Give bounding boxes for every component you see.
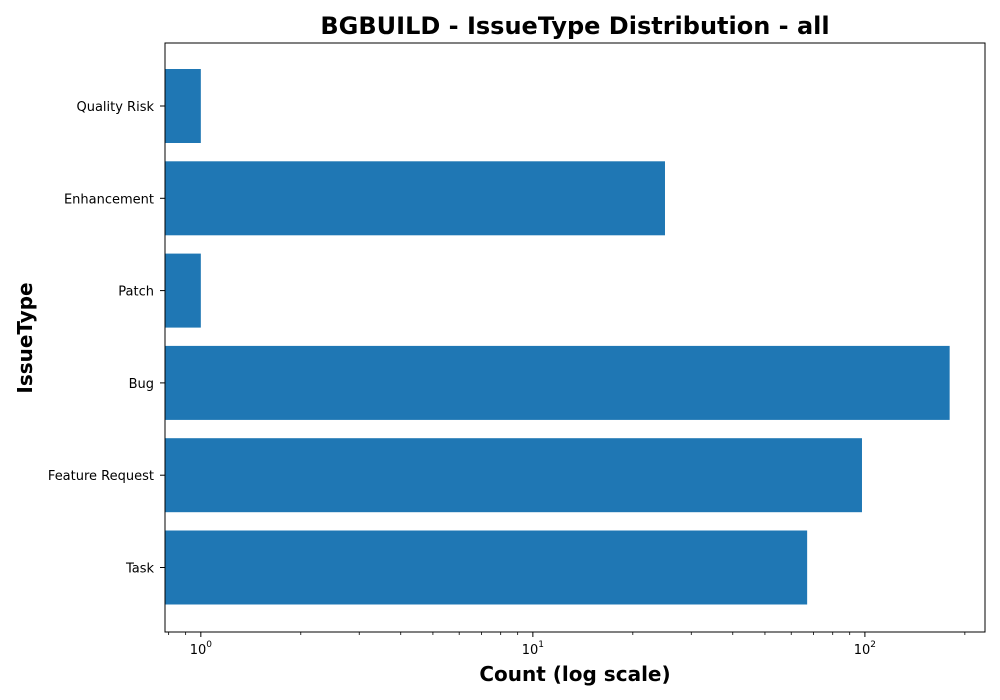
- x-axis: 100 101 102: [168, 632, 966, 658]
- x-tick-label: 100: [190, 640, 213, 658]
- y-tick-label: Quality Risk: [76, 100, 154, 115]
- bar-patch: [165, 253, 201, 328]
- x-tick-label: 102: [854, 640, 876, 658]
- bar-bug: [165, 345, 950, 420]
- bar-feature-request: [165, 438, 862, 513]
- bars-group: [165, 69, 950, 605]
- x-tick-exponent: 1: [538, 640, 544, 650]
- x-axis-label: Count (log scale): [479, 662, 670, 686]
- chart-title: BGBUILD - IssueType Distribution - all: [320, 12, 829, 40]
- y-tick-label: Patch: [118, 285, 154, 300]
- plot-area-frame: [164, 42, 986, 633]
- x-tick-label: 101: [522, 640, 544, 658]
- x-tick-exponent: 2: [870, 640, 876, 650]
- bar-task: [165, 530, 808, 605]
- y-tick-label: Bug: [129, 377, 154, 392]
- y-axis: Quality Risk Enhancement Patch Bug Feature R…: [48, 100, 165, 577]
- bar-quality-risk: [165, 69, 201, 143]
- y-tick-label: Enhancement: [64, 192, 154, 207]
- y-tick-label: Task: [125, 562, 155, 577]
- y-axis-label: IssueType: [13, 282, 37, 393]
- y-tick-label: Feature Request: [48, 469, 154, 484]
- x-tick-base: 10: [522, 643, 539, 658]
- x-tick-base: 10: [854, 643, 871, 658]
- x-tick-exponent: 0: [206, 640, 212, 650]
- x-tick-base: 10: [190, 643, 207, 658]
- bar-enhancement: [165, 161, 665, 236]
